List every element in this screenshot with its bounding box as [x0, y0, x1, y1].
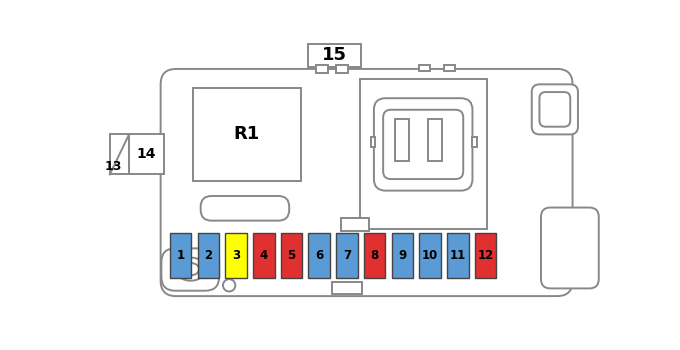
Bar: [473, 137, 477, 147]
Text: 8: 8: [371, 249, 379, 262]
Bar: [253, 233, 275, 278]
FancyBboxPatch shape: [539, 92, 571, 127]
Bar: [364, 233, 386, 278]
Text: 11: 11: [449, 249, 466, 262]
Text: 10: 10: [422, 249, 438, 262]
Bar: [447, 233, 469, 278]
Bar: [316, 65, 328, 73]
Text: 4: 4: [260, 249, 268, 262]
Text: 3: 3: [232, 249, 240, 262]
Text: 12: 12: [477, 249, 494, 262]
Bar: [193, 88, 301, 181]
FancyBboxPatch shape: [161, 248, 219, 291]
Ellipse shape: [182, 263, 199, 275]
Bar: [420, 233, 441, 278]
Bar: [336, 233, 358, 278]
FancyBboxPatch shape: [160, 69, 573, 296]
Text: 1: 1: [177, 249, 185, 262]
Text: 6: 6: [315, 249, 324, 262]
Bar: [360, 79, 487, 229]
Bar: [281, 233, 303, 278]
FancyBboxPatch shape: [201, 196, 289, 220]
Bar: [371, 137, 375, 147]
Text: 5: 5: [288, 249, 296, 262]
Text: R1: R1: [234, 125, 260, 144]
Bar: [225, 233, 247, 278]
Bar: [129, 134, 164, 174]
Text: 7: 7: [343, 249, 351, 262]
Bar: [336, 65, 348, 73]
Text: 9: 9: [398, 249, 407, 262]
Bar: [444, 65, 455, 71]
Bar: [420, 65, 430, 71]
FancyBboxPatch shape: [532, 84, 578, 134]
Polygon shape: [109, 134, 129, 174]
Bar: [198, 233, 219, 278]
Bar: [392, 233, 413, 278]
Circle shape: [223, 279, 235, 292]
FancyBboxPatch shape: [383, 110, 463, 179]
Bar: [332, 282, 362, 294]
Text: 14: 14: [136, 147, 156, 161]
Bar: [309, 43, 361, 66]
Bar: [309, 233, 330, 278]
Bar: [341, 218, 369, 231]
Ellipse shape: [175, 258, 206, 281]
Bar: [394, 119, 409, 161]
Bar: [428, 119, 442, 161]
Text: 13: 13: [105, 160, 122, 173]
FancyBboxPatch shape: [541, 208, 599, 288]
Bar: [170, 233, 192, 278]
Text: 2: 2: [204, 249, 212, 262]
Text: 15: 15: [322, 46, 347, 64]
Bar: [475, 233, 496, 278]
FancyBboxPatch shape: [374, 98, 473, 191]
